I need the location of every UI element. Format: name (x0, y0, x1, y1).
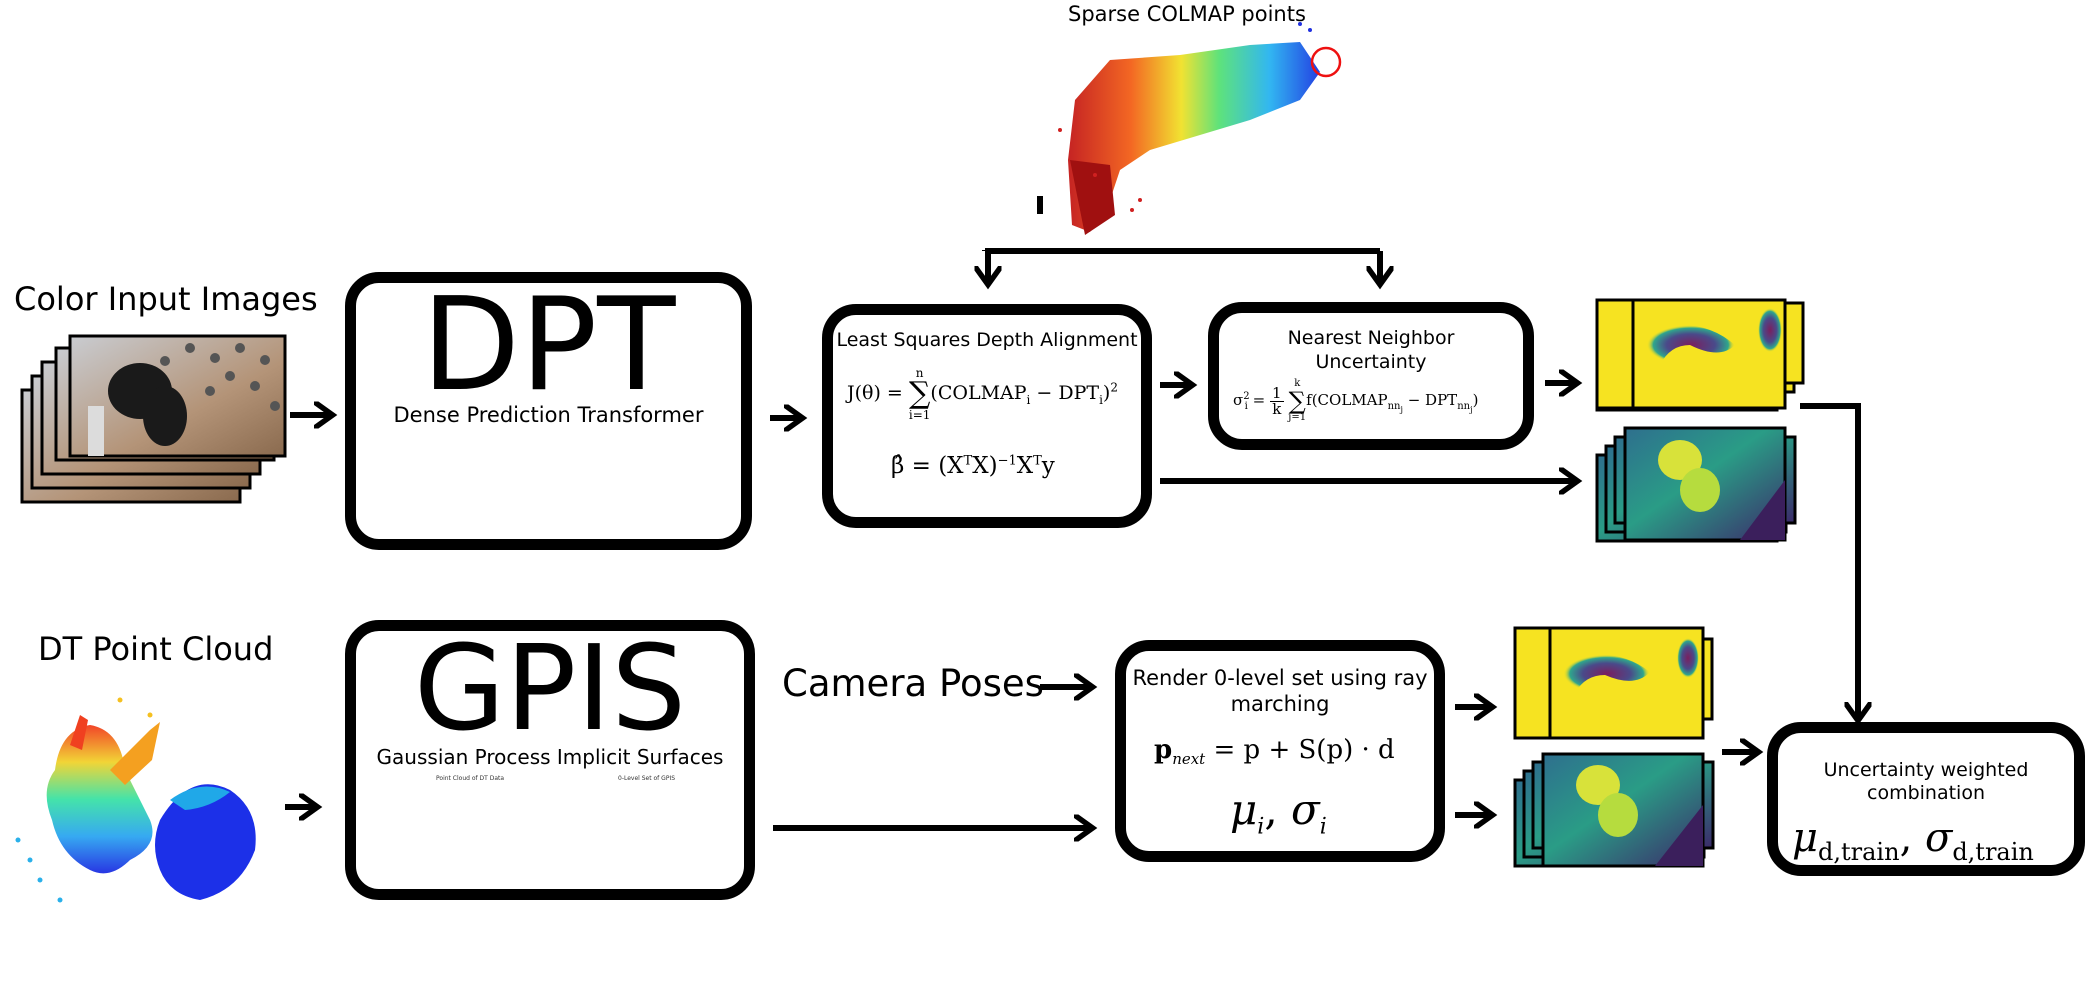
nn-sum-bottom: j=1 (1288, 412, 1307, 423)
gpis-plot1-title: Point Cloud of DT Data (436, 775, 505, 782)
lsq-beta-mid: X) (972, 453, 998, 479)
nn-end: ) (1472, 391, 1479, 409)
combination-output: μd,train, σd,train (1792, 815, 2034, 866)
lsq-sum-top: n (915, 366, 924, 380)
lsq-rhs: (COLMAP (930, 382, 1027, 404)
colmap-branch (982, 204, 1043, 251)
uncertainty-stack-bottom (1513, 626, 1714, 740)
gpis-box: GPIS Gaussian Process Implicit Surfaces … (345, 620, 755, 900)
nn-sub2: nn (1457, 401, 1471, 412)
nn-mid: − DPT (1402, 391, 1458, 409)
render-rhs: = p + S(p) · d (1205, 735, 1395, 765)
render-sigma-sub: i (1319, 814, 1327, 840)
lsq-beta-lhs: β̂ = (X (891, 453, 964, 479)
colmap-split-line (1037, 196, 1043, 212)
render-comma: , (1264, 785, 1292, 834)
depth-stack-bottom (1513, 752, 1715, 868)
colmap-points-label: Sparse COLMAP points (1068, 2, 1306, 26)
gpis-title: GPIS (413, 619, 687, 757)
lsq-beta-t2: T (1033, 453, 1042, 469)
lsq-beta-inv: −1 (997, 453, 1017, 469)
camera-poses-label: Camera Poses (782, 662, 1044, 705)
nn-eq: = (1252, 391, 1266, 409)
lsq-sub-i1: i (1026, 392, 1031, 407)
lsq-lhs: J(θ) = (847, 382, 903, 404)
render-next: next (1172, 750, 1206, 769)
combination-comma: , (1899, 815, 1925, 861)
nn-sum-top: k (1294, 378, 1301, 389)
lsq-box: Least Squares Depth Alignment J(θ) = n ∑… (822, 304, 1152, 528)
combination-sigma-sub: d,train (1952, 838, 2034, 866)
nn-frac-n: 1 (1269, 383, 1284, 402)
dpt-subtitle: Dense Prediction Transformer (393, 403, 704, 427)
dt-cloud-label: DT Point Cloud (38, 630, 274, 668)
render-sigma: σ (1291, 785, 1320, 834)
dt-point-cloud (15, 697, 256, 903)
combination-title: Uncertainty weighted combination (1823, 759, 2029, 804)
nn-title: Nearest Neighbor Uncertainty (1287, 327, 1455, 373)
render-output: μi, σi (1230, 785, 1327, 839)
render-box: Render 0-level set using ray marching pn… (1115, 640, 1445, 862)
color-input-label: Color Input Images (14, 280, 318, 318)
lsq-beta-x: X (1016, 453, 1034, 479)
nn-sub1b: j (1400, 405, 1403, 414)
nn-sub1: nn (1387, 401, 1401, 412)
lsq-beta-y: y (1041, 453, 1055, 479)
color-input-stack (20, 334, 287, 504)
dpt-box: DPT Dense Prediction Transformer (345, 272, 752, 550)
render-mu: μ (1230, 785, 1258, 834)
combination-mu: μ (1792, 815, 1818, 861)
lsq-sub-i2: i (1099, 392, 1103, 407)
nn-sum: k ∑ j=1 (1288, 378, 1307, 423)
lsq-beta-t1: T (963, 453, 973, 469)
nn-sigma-sup: 2 (1243, 391, 1250, 402)
combination-sigma: σ (1925, 815, 1953, 861)
lsq-sum-bottom: i=1 (908, 408, 931, 422)
uncertainty-stack-top (1595, 298, 1805, 412)
dpt-title: DPT (421, 271, 676, 420)
nn-sub2b: j (1470, 405, 1473, 414)
lsq-square: 2 (1110, 380, 1118, 395)
combination-box: Uncertainty weighted combination μd,trai… (1767, 722, 2085, 876)
lsq-beta: β̂ = (XTX)−1XTy (891, 453, 1055, 479)
render-p: p (1154, 735, 1173, 765)
colmap-point-cloud (1058, 22, 1342, 235)
render-equation: pnext = p + S(p) · d (1154, 735, 1395, 768)
lsq-mid: − DPT (1030, 382, 1100, 404)
color-input-photo (68, 334, 287, 458)
arrow-to-combination (1800, 403, 1858, 718)
gpis-plot2-title: 0-Level Set of GPIS (618, 775, 676, 782)
depth-stack-top (1595, 426, 1797, 543)
gpis-subtitle: Gaussian Process Implicit Surfaces (376, 745, 724, 769)
nn-body: f(COLMAP (1306, 391, 1388, 409)
lsq-sum: n ∑ i=1 (908, 366, 931, 422)
lsq-end: ) (1102, 382, 1111, 404)
nn-sigma-sub: i (1244, 401, 1248, 412)
lsq-title: Least Squares Depth Alignment (836, 329, 1138, 351)
nn-frac-d: k (1272, 399, 1282, 418)
render-mu-sub: i (1257, 814, 1265, 840)
nn-sigma: σ (1233, 391, 1244, 409)
render-title: Render 0-level set using ray marching (1132, 666, 1428, 717)
combination-mu-sub: d,train (1818, 838, 1900, 866)
lsq-objective: J(θ) = n ∑ i=1 (COLMAPi − DPTi)2 (847, 367, 1118, 421)
